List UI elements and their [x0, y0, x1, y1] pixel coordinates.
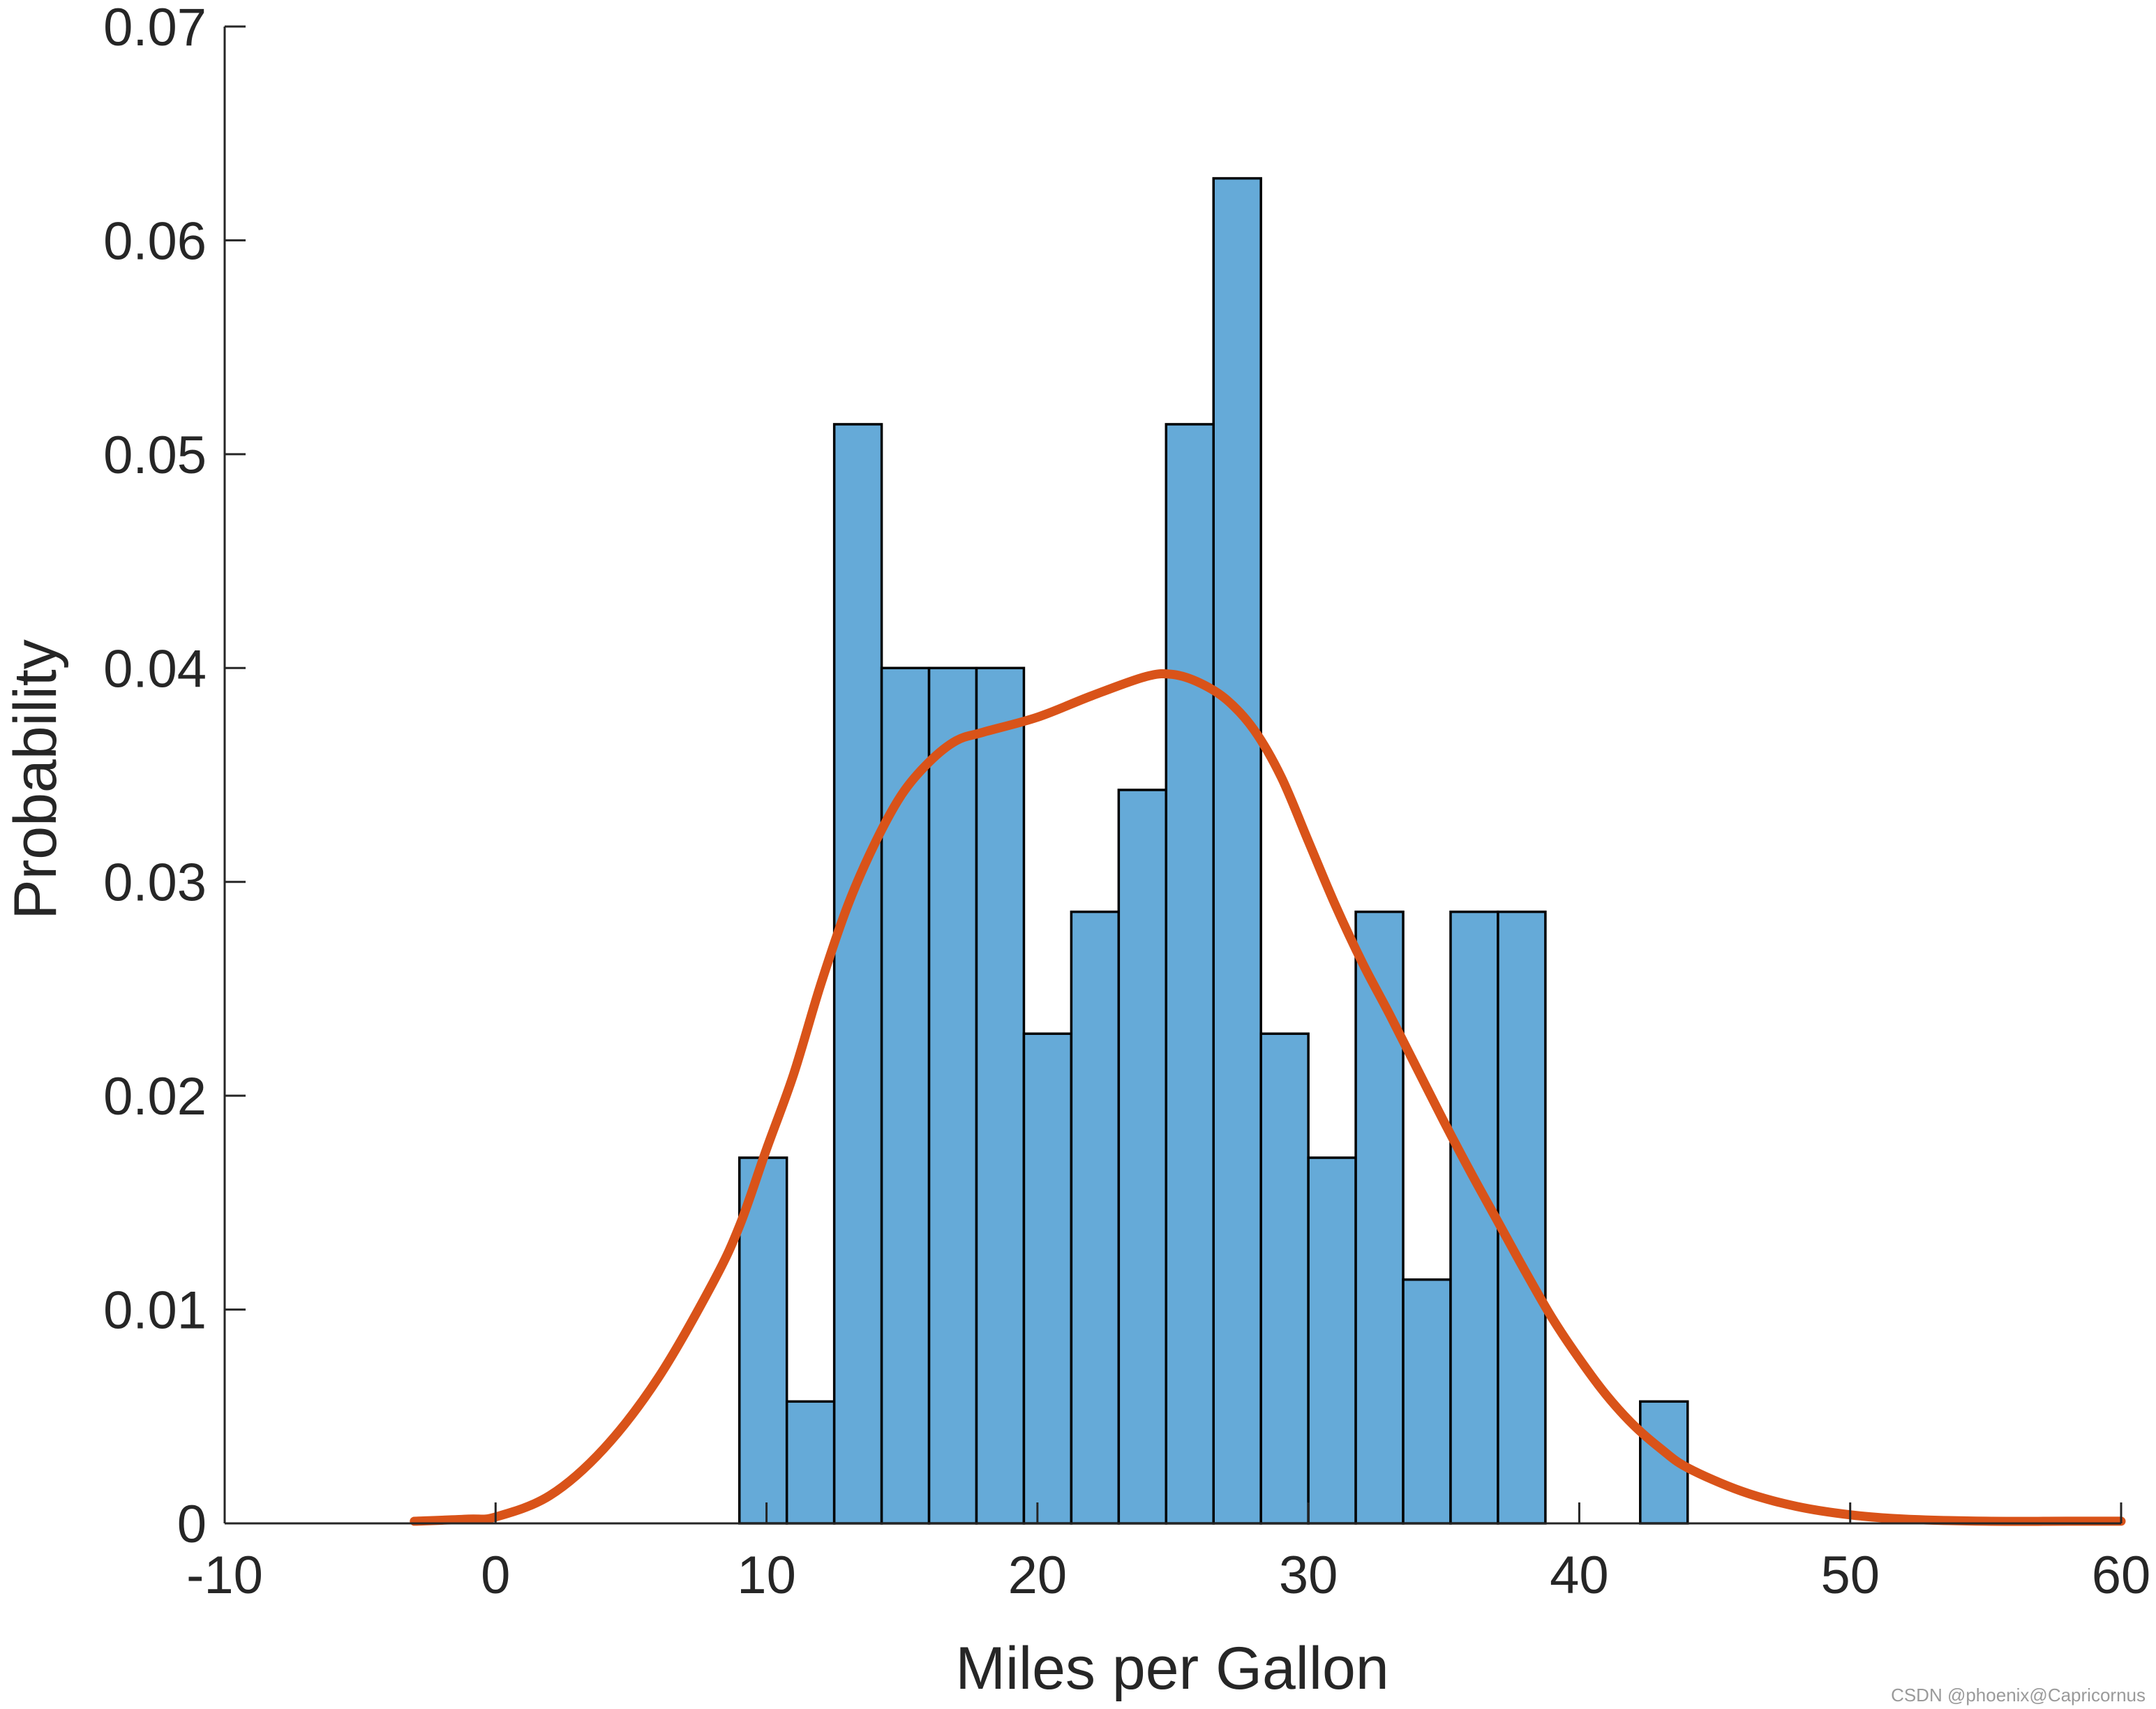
y-tick-label: 0.07: [103, 0, 207, 57]
y-tick-label: 0.03: [103, 853, 207, 913]
histogram-bar-2: [785, 1400, 836, 1525]
x-tick-label: 10: [737, 1546, 796, 1605]
y-tick-label: 0: [177, 1495, 207, 1554]
density-curve: [410, 669, 2126, 1526]
watermark-text: CSDN @phoenix@Capricornus: [1891, 1685, 2146, 1706]
histogram-bar-3: [832, 423, 883, 1525]
x-tick-label: -10: [186, 1546, 263, 1605]
y-tick-label: 0.04: [103, 639, 207, 699]
x-tick-label: 20: [1008, 1546, 1068, 1605]
y-axis-ticks: 0 0.01 0.02 0.03 0.04 0.05 0.06 0.07: [103, 0, 246, 1554]
x-axis-title: Miles per Gallon: [955, 1635, 1388, 1702]
histogram-bar-6: [975, 666, 1026, 1525]
y-tick-label: 0.06: [103, 211, 207, 271]
x-tick-label: 30: [1279, 1546, 1338, 1605]
x-tick-label: 60: [2092, 1546, 2151, 1605]
histogram-bar-8: [1070, 910, 1121, 1525]
histogram-bar-11: [1212, 177, 1262, 1525]
y-axis-title: Probability: [2, 639, 69, 920]
histogram-bar-13: [1307, 1156, 1357, 1525]
y-tick-label: 0.05: [103, 426, 207, 485]
histogram-bar-15: [1402, 1278, 1452, 1525]
histogram-bar-17: [1497, 910, 1547, 1525]
y-tick-label: 0.02: [103, 1067, 207, 1126]
histogram-bar-1: [738, 1156, 788, 1525]
histogram-bar-7: [1022, 1032, 1073, 1525]
histogram-bar-5: [927, 666, 978, 1525]
histogram-bar-10: [1165, 423, 1215, 1525]
histogram-bar-9: [1117, 789, 1168, 1525]
y-tick-label: 0.01: [103, 1281, 207, 1341]
histogram-bar-12: [1259, 1032, 1310, 1525]
x-axis-ticks: -10 0 10 20 30 40 50 60: [186, 1502, 2150, 1605]
x-tick-label: 40: [1550, 1546, 1609, 1605]
x-tick-label: 50: [1820, 1546, 1880, 1605]
histogram-bars: [738, 177, 1689, 1525]
x-tick-label: 0: [481, 1546, 510, 1605]
